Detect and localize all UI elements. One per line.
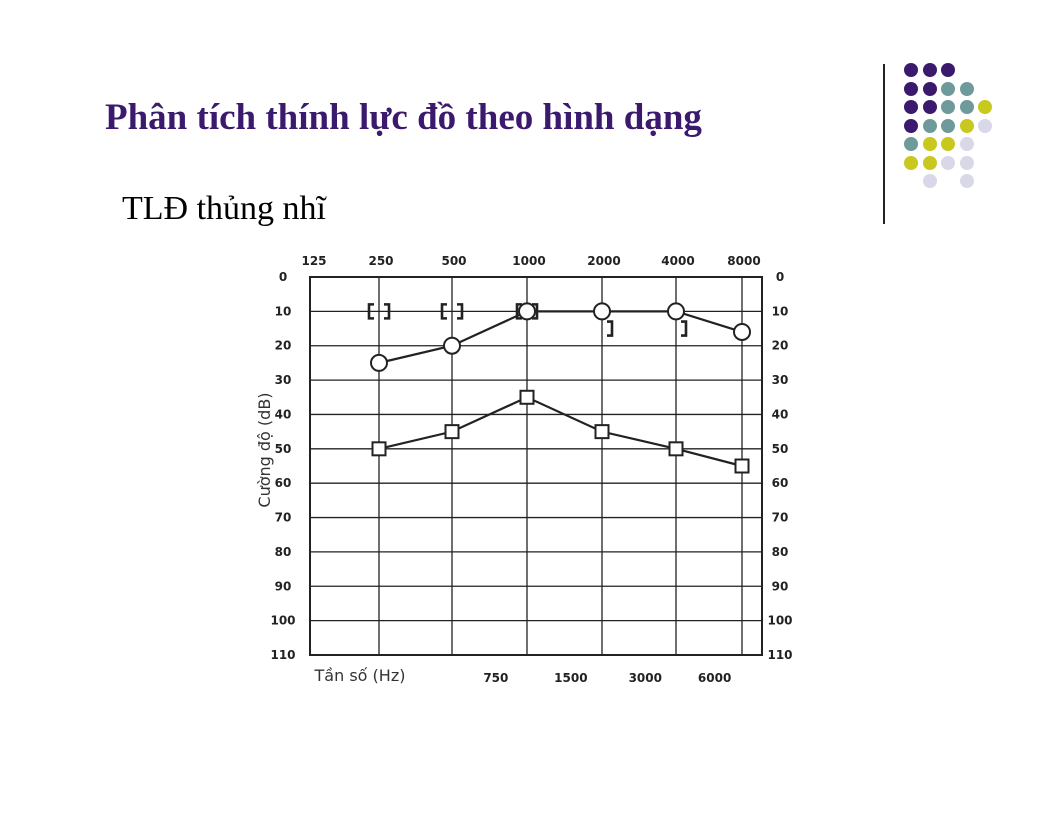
bone-bracket-left — [440, 303, 447, 320]
plot-frame — [309, 276, 763, 656]
y-tick-label-left: 80 — [275, 545, 292, 559]
point-circle — [443, 336, 461, 355]
decor-divider — [883, 64, 885, 224]
decor-dot — [959, 155, 974, 170]
point-square — [519, 389, 535, 405]
y-tick-label-right: 90 — [772, 579, 789, 593]
y-tick-label-left: 90 — [275, 579, 292, 593]
x-axis-label: Tần số (Hz) — [314, 666, 406, 685]
bone-bracket-right — [457, 303, 464, 320]
decor-dot — [959, 100, 974, 114]
decor-dot — [922, 174, 937, 188]
x-tick-label-top: 4000 — [661, 254, 694, 268]
point-square — [734, 458, 750, 474]
decor-dot — [922, 118, 937, 133]
decor-dot — [904, 118, 918, 133]
y-tick-label-left: 30 — [275, 373, 292, 387]
point-square — [444, 424, 460, 440]
point-circle — [518, 302, 536, 321]
series-line-square — [378, 396, 743, 468]
decor-dot — [941, 100, 955, 114]
y-tick-label-left: 110 — [270, 648, 295, 662]
decor-dot — [904, 63, 918, 77]
bone-bracket-left — [367, 303, 374, 320]
x-tick-label-bottom: 6000 — [698, 671, 731, 685]
decor-dot — [978, 118, 992, 133]
decor-dot — [922, 137, 937, 151]
x-tick-label-top: 8000 — [727, 254, 760, 268]
decor-dot — [941, 155, 955, 170]
x-tick-label-bottom: 1500 — [554, 671, 587, 685]
bone-bracket-right — [384, 303, 391, 320]
y-tick-label-right: 40 — [772, 407, 789, 421]
decor-dot — [959, 118, 974, 133]
point-square — [594, 424, 610, 440]
decor-dot — [941, 63, 955, 77]
x-tick-label-top: 250 — [368, 254, 393, 268]
y-tick-label-right: 100 — [767, 614, 792, 628]
point-circle — [667, 302, 685, 321]
slide-title: Phân tích thính lực đồ theo hình dạng — [105, 97, 702, 138]
point-square — [371, 441, 387, 457]
decor-dot — [941, 137, 955, 151]
x-tick-label-top: 125 — [301, 254, 326, 268]
decor-dot — [904, 155, 918, 170]
decor-dot — [904, 137, 918, 151]
y-tick-label-right: 70 — [772, 511, 789, 525]
y-tick-label-right: 80 — [772, 545, 789, 559]
series-line-circle — [378, 310, 743, 364]
slide-subtitle: TLĐ thủng nhĩ — [122, 190, 326, 227]
decor-dot — [941, 81, 955, 96]
y-tick-label-left: 60 — [275, 476, 292, 490]
y-tick-label-left: 70 — [275, 511, 292, 525]
x-tick-label-top: 2000 — [587, 254, 620, 268]
x-tick-label-top: 500 — [441, 254, 466, 268]
x-tick-label-bottom: 750 — [483, 671, 508, 685]
decor-dot — [978, 100, 992, 114]
decor-dot — [922, 100, 937, 114]
y-tick-label-left: 50 — [275, 442, 292, 456]
bone-bracket-right — [681, 320, 688, 337]
y-tick-label-right: 10 — [772, 304, 789, 318]
y-tick-label-left: 10 — [275, 304, 292, 318]
point-circle — [593, 302, 611, 321]
y-tick-label-left: 20 — [275, 339, 292, 353]
y-tick-label-left: 0 — [279, 270, 287, 284]
decor-dot — [959, 137, 974, 151]
decor-dot — [959, 81, 974, 96]
bone-bracket-left — [515, 303, 522, 320]
y-tick-label-right: 50 — [772, 442, 789, 456]
point-square — [668, 441, 684, 457]
decor-dot — [941, 118, 955, 133]
y-tick-label-right: 20 — [772, 339, 789, 353]
y-tick-label-left: 40 — [275, 407, 292, 421]
y-tick-label-left: 100 — [270, 614, 295, 628]
y-tick-label-right: 110 — [767, 648, 792, 662]
decor-dot — [922, 63, 937, 77]
y-tick-label-right: 0 — [776, 270, 784, 284]
y-tick-label-right: 60 — [772, 476, 789, 490]
decor-dot — [922, 155, 937, 170]
decor-dot — [922, 81, 937, 96]
decor-dot — [904, 100, 918, 114]
bone-bracket-right — [607, 320, 614, 337]
point-circle — [733, 322, 751, 341]
y-tick-label-right: 30 — [772, 373, 789, 387]
decor-dot — [904, 81, 918, 96]
point-circle — [370, 353, 388, 372]
x-tick-label-top: 1000 — [512, 254, 545, 268]
decor-dot — [959, 174, 974, 188]
y-axis-label: Cường độ (dB) — [255, 392, 274, 507]
x-tick-label-bottom: 3000 — [629, 671, 662, 685]
